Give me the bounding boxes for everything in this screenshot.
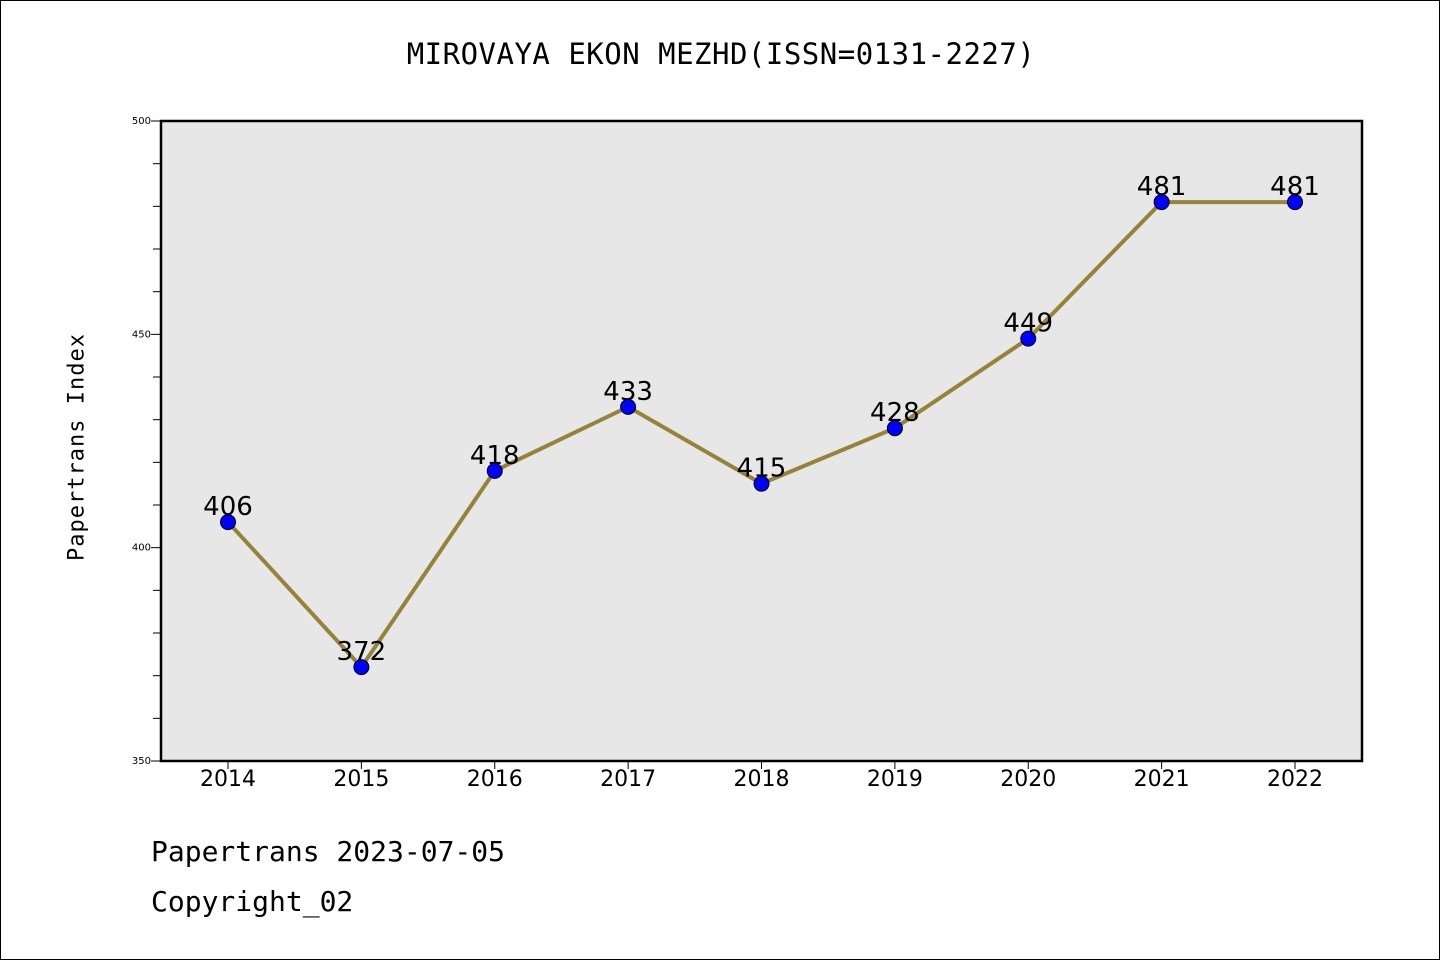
footer-copyright: Copyright_02 — [151, 885, 354, 918]
data-point — [353, 659, 370, 676]
data-point — [753, 475, 770, 492]
plot-border — [159, 119, 1364, 763]
x-tick-label: 2017 — [600, 767, 656, 792]
chart-title: MIROVAYA EKON MEZHD(ISSN=0131-2227) — [406, 37, 1036, 71]
y-tick-label: 350 — [132, 756, 151, 767]
y-tick-label: 500 — [132, 116, 151, 127]
plot-area — [161, 121, 1362, 761]
x-tick-label: 2018 — [734, 767, 790, 792]
x-tick-label: 2014 — [200, 767, 256, 792]
x-tick-label: 2019 — [867, 767, 923, 792]
x-tick-label: 2022 — [1267, 767, 1323, 792]
data-point — [886, 420, 903, 437]
data-point — [1287, 194, 1303, 211]
data-point — [1020, 330, 1037, 347]
x-tick-label: 2015 — [333, 767, 389, 792]
x-tick-label: 2021 — [1134, 767, 1190, 792]
y-tick-label: 450 — [132, 329, 151, 340]
data-point — [620, 398, 637, 415]
data-point — [1153, 194, 1170, 211]
data-point — [220, 514, 236, 531]
data-point — [486, 462, 503, 479]
footer-date: Papertrans 2023-07-05 — [151, 835, 506, 868]
x-tick-label: 2020 — [1000, 767, 1056, 792]
x-tick-label: 2016 — [467, 767, 523, 792]
y-tick-label: 400 — [132, 543, 151, 554]
